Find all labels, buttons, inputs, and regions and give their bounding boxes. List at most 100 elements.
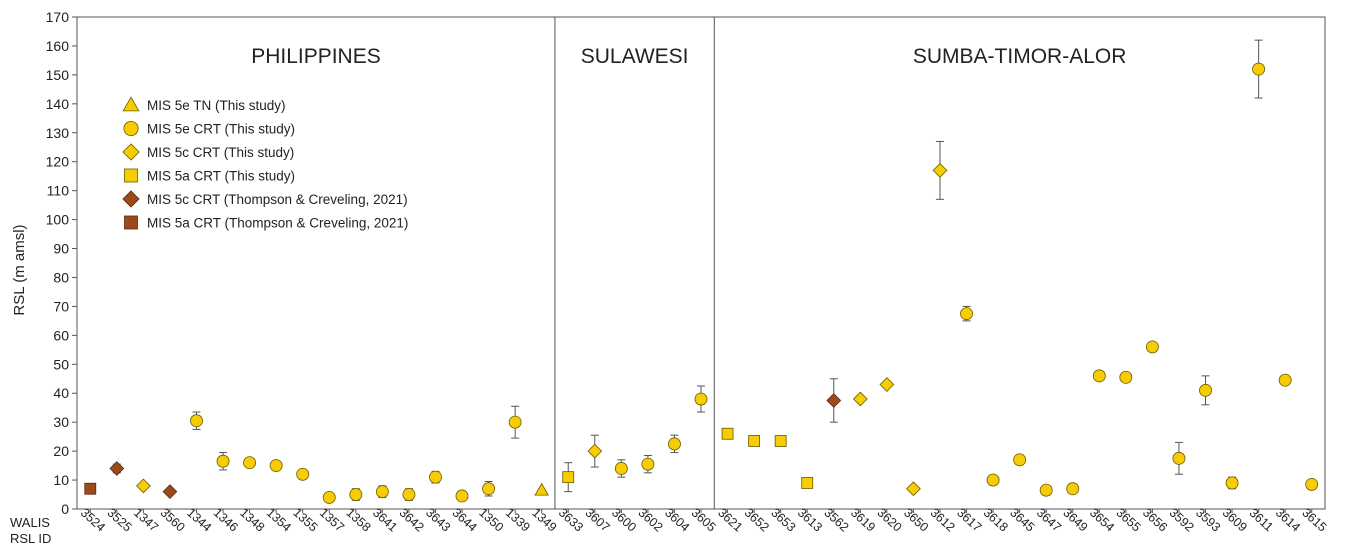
y-tick-label: 130 bbox=[46, 125, 70, 141]
x-tick-label: 3524 bbox=[78, 506, 108, 535]
y-tick-label: 100 bbox=[46, 212, 70, 228]
data-point bbox=[162, 484, 178, 500]
data-point bbox=[1225, 476, 1239, 490]
axes: 0 10 20 30 40 50 60 70 80 90 100 110 120 130 140 150 160… bbox=[46, 9, 1330, 535]
x-tick-label: 1344 bbox=[184, 506, 214, 535]
x-tick-label: 1358 bbox=[343, 506, 373, 535]
legend-label: MIS 5e TN (This study) bbox=[147, 98, 286, 113]
x-tick-label: 3641 bbox=[370, 506, 400, 535]
data-point bbox=[402, 488, 416, 501]
x-tick-label: 3621 bbox=[715, 506, 745, 535]
data-point bbox=[216, 454, 230, 468]
data-point bbox=[667, 437, 681, 451]
data-point bbox=[1145, 340, 1159, 354]
data-point bbox=[508, 415, 522, 429]
y-tick-label: 30 bbox=[53, 414, 69, 430]
plot-frame bbox=[76, 16, 1326, 510]
legend-marker bbox=[122, 190, 140, 208]
x-tick-label: 1346 bbox=[211, 506, 241, 535]
x-tick-label: 3655 bbox=[1114, 506, 1144, 535]
data-point bbox=[349, 488, 363, 501]
x-tick-label: 3642 bbox=[397, 506, 427, 535]
y-tick-label: 20 bbox=[53, 443, 69, 459]
data-point bbox=[84, 482, 97, 495]
x-tick-label: 1357 bbox=[317, 506, 347, 535]
data-point bbox=[322, 490, 336, 504]
y-tick-label: 0 bbox=[61, 501, 69, 517]
data-point bbox=[243, 456, 257, 470]
data-point bbox=[587, 443, 603, 459]
data-point bbox=[109, 461, 125, 476]
y-tick-label: 150 bbox=[46, 67, 70, 83]
x-tick-label: 3619 bbox=[848, 506, 878, 535]
legend-label: MIS 5e CRT (This study) bbox=[147, 122, 295, 137]
legend-label: MIS 5a CRT (Thompson & Creveling, 2021) bbox=[147, 216, 408, 231]
data-point bbox=[932, 163, 948, 178]
x-tick-label: 3654 bbox=[1087, 506, 1117, 535]
x-tick-label: 3645 bbox=[1007, 506, 1037, 535]
data-point bbox=[1066, 482, 1080, 496]
legend-label: MIS 5a CRT (This study) bbox=[147, 169, 295, 184]
y-axis-label: RSL (m amsl) bbox=[11, 224, 28, 315]
y-tick-label: 70 bbox=[53, 298, 69, 314]
y-tick-label: 110 bbox=[47, 183, 70, 199]
data-point bbox=[482, 482, 496, 496]
region-label: SUMBA-TIMOR-ALOR bbox=[913, 45, 1127, 68]
data-point bbox=[1039, 483, 1053, 497]
x-tick-label: 3562 bbox=[821, 506, 851, 535]
region-dividers bbox=[554, 17, 715, 509]
data-point bbox=[852, 391, 868, 407]
data-point bbox=[1013, 453, 1027, 467]
x-tick-label: 3618 bbox=[981, 506, 1011, 535]
data-point bbox=[694, 392, 708, 406]
x-tick-label: 3650 bbox=[901, 506, 931, 535]
data-point bbox=[1305, 477, 1319, 491]
data-point bbox=[455, 489, 469, 503]
x-tick-label: 3656 bbox=[1140, 506, 1170, 535]
legend: MIS 5e TN (This study) MIS 5e CRT (This s… bbox=[122, 96, 408, 231]
data-point bbox=[641, 457, 655, 471]
y-tick-label: 60 bbox=[53, 327, 69, 343]
data-point bbox=[906, 481, 921, 497]
data-point bbox=[1199, 383, 1212, 397]
x-tick-label: 3593 bbox=[1193, 506, 1223, 535]
data-point bbox=[774, 435, 787, 447]
y-tick-label: 140 bbox=[46, 96, 70, 112]
legend-marker bbox=[124, 215, 138, 230]
x-tick-label: 3652 bbox=[742, 506, 772, 535]
legend-marker bbox=[123, 120, 139, 137]
data-point bbox=[879, 377, 895, 392]
y-tick-label: 120 bbox=[46, 154, 70, 170]
legend-marker bbox=[122, 143, 140, 161]
legend-label: MIS 5c CRT (Thompson & Creveling, 2021) bbox=[147, 192, 408, 207]
data-markers bbox=[84, 62, 1319, 504]
x-tick-label: 3644 bbox=[450, 506, 480, 535]
x-tick-label: 3620 bbox=[875, 506, 905, 535]
x-tick-label: 3605 bbox=[689, 506, 719, 535]
x-tick-label: 3647 bbox=[1034, 506, 1064, 535]
x-tick-label: 3643 bbox=[423, 506, 453, 535]
y-tick-label: 170 bbox=[46, 9, 70, 25]
x-tick-label: 1347 bbox=[131, 506, 161, 535]
data-point bbox=[748, 435, 761, 447]
x-tick-label: 3649 bbox=[1060, 506, 1090, 535]
x-tick-label: 3611 bbox=[1247, 506, 1276, 534]
region-labels: PHILIPPINES SULAWESI SUMBA-TIMOR-ALOR bbox=[251, 45, 1126, 68]
data-point bbox=[1092, 369, 1106, 383]
data-point bbox=[375, 485, 389, 499]
data-point bbox=[135, 478, 151, 494]
data-point bbox=[826, 393, 842, 408]
x-tick-label: 3615 bbox=[1299, 506, 1329, 535]
x-axis-label-rsl-id: RSL ID bbox=[10, 531, 51, 546]
y-tick-label: 160 bbox=[46, 38, 70, 54]
x-tick-label: 3613 bbox=[795, 506, 825, 535]
data-point bbox=[429, 470, 442, 484]
x-tick-label: 3653 bbox=[768, 506, 798, 535]
x-tick-label: 3617 bbox=[954, 506, 984, 535]
data-point bbox=[801, 477, 814, 489]
x-axis-label-walis: WALIS bbox=[10, 515, 50, 530]
data-point bbox=[269, 459, 283, 473]
x-tick-label: 1354 bbox=[264, 506, 294, 535]
x-tick-label: 1348 bbox=[237, 506, 267, 535]
y-tick-label: 90 bbox=[53, 241, 69, 257]
